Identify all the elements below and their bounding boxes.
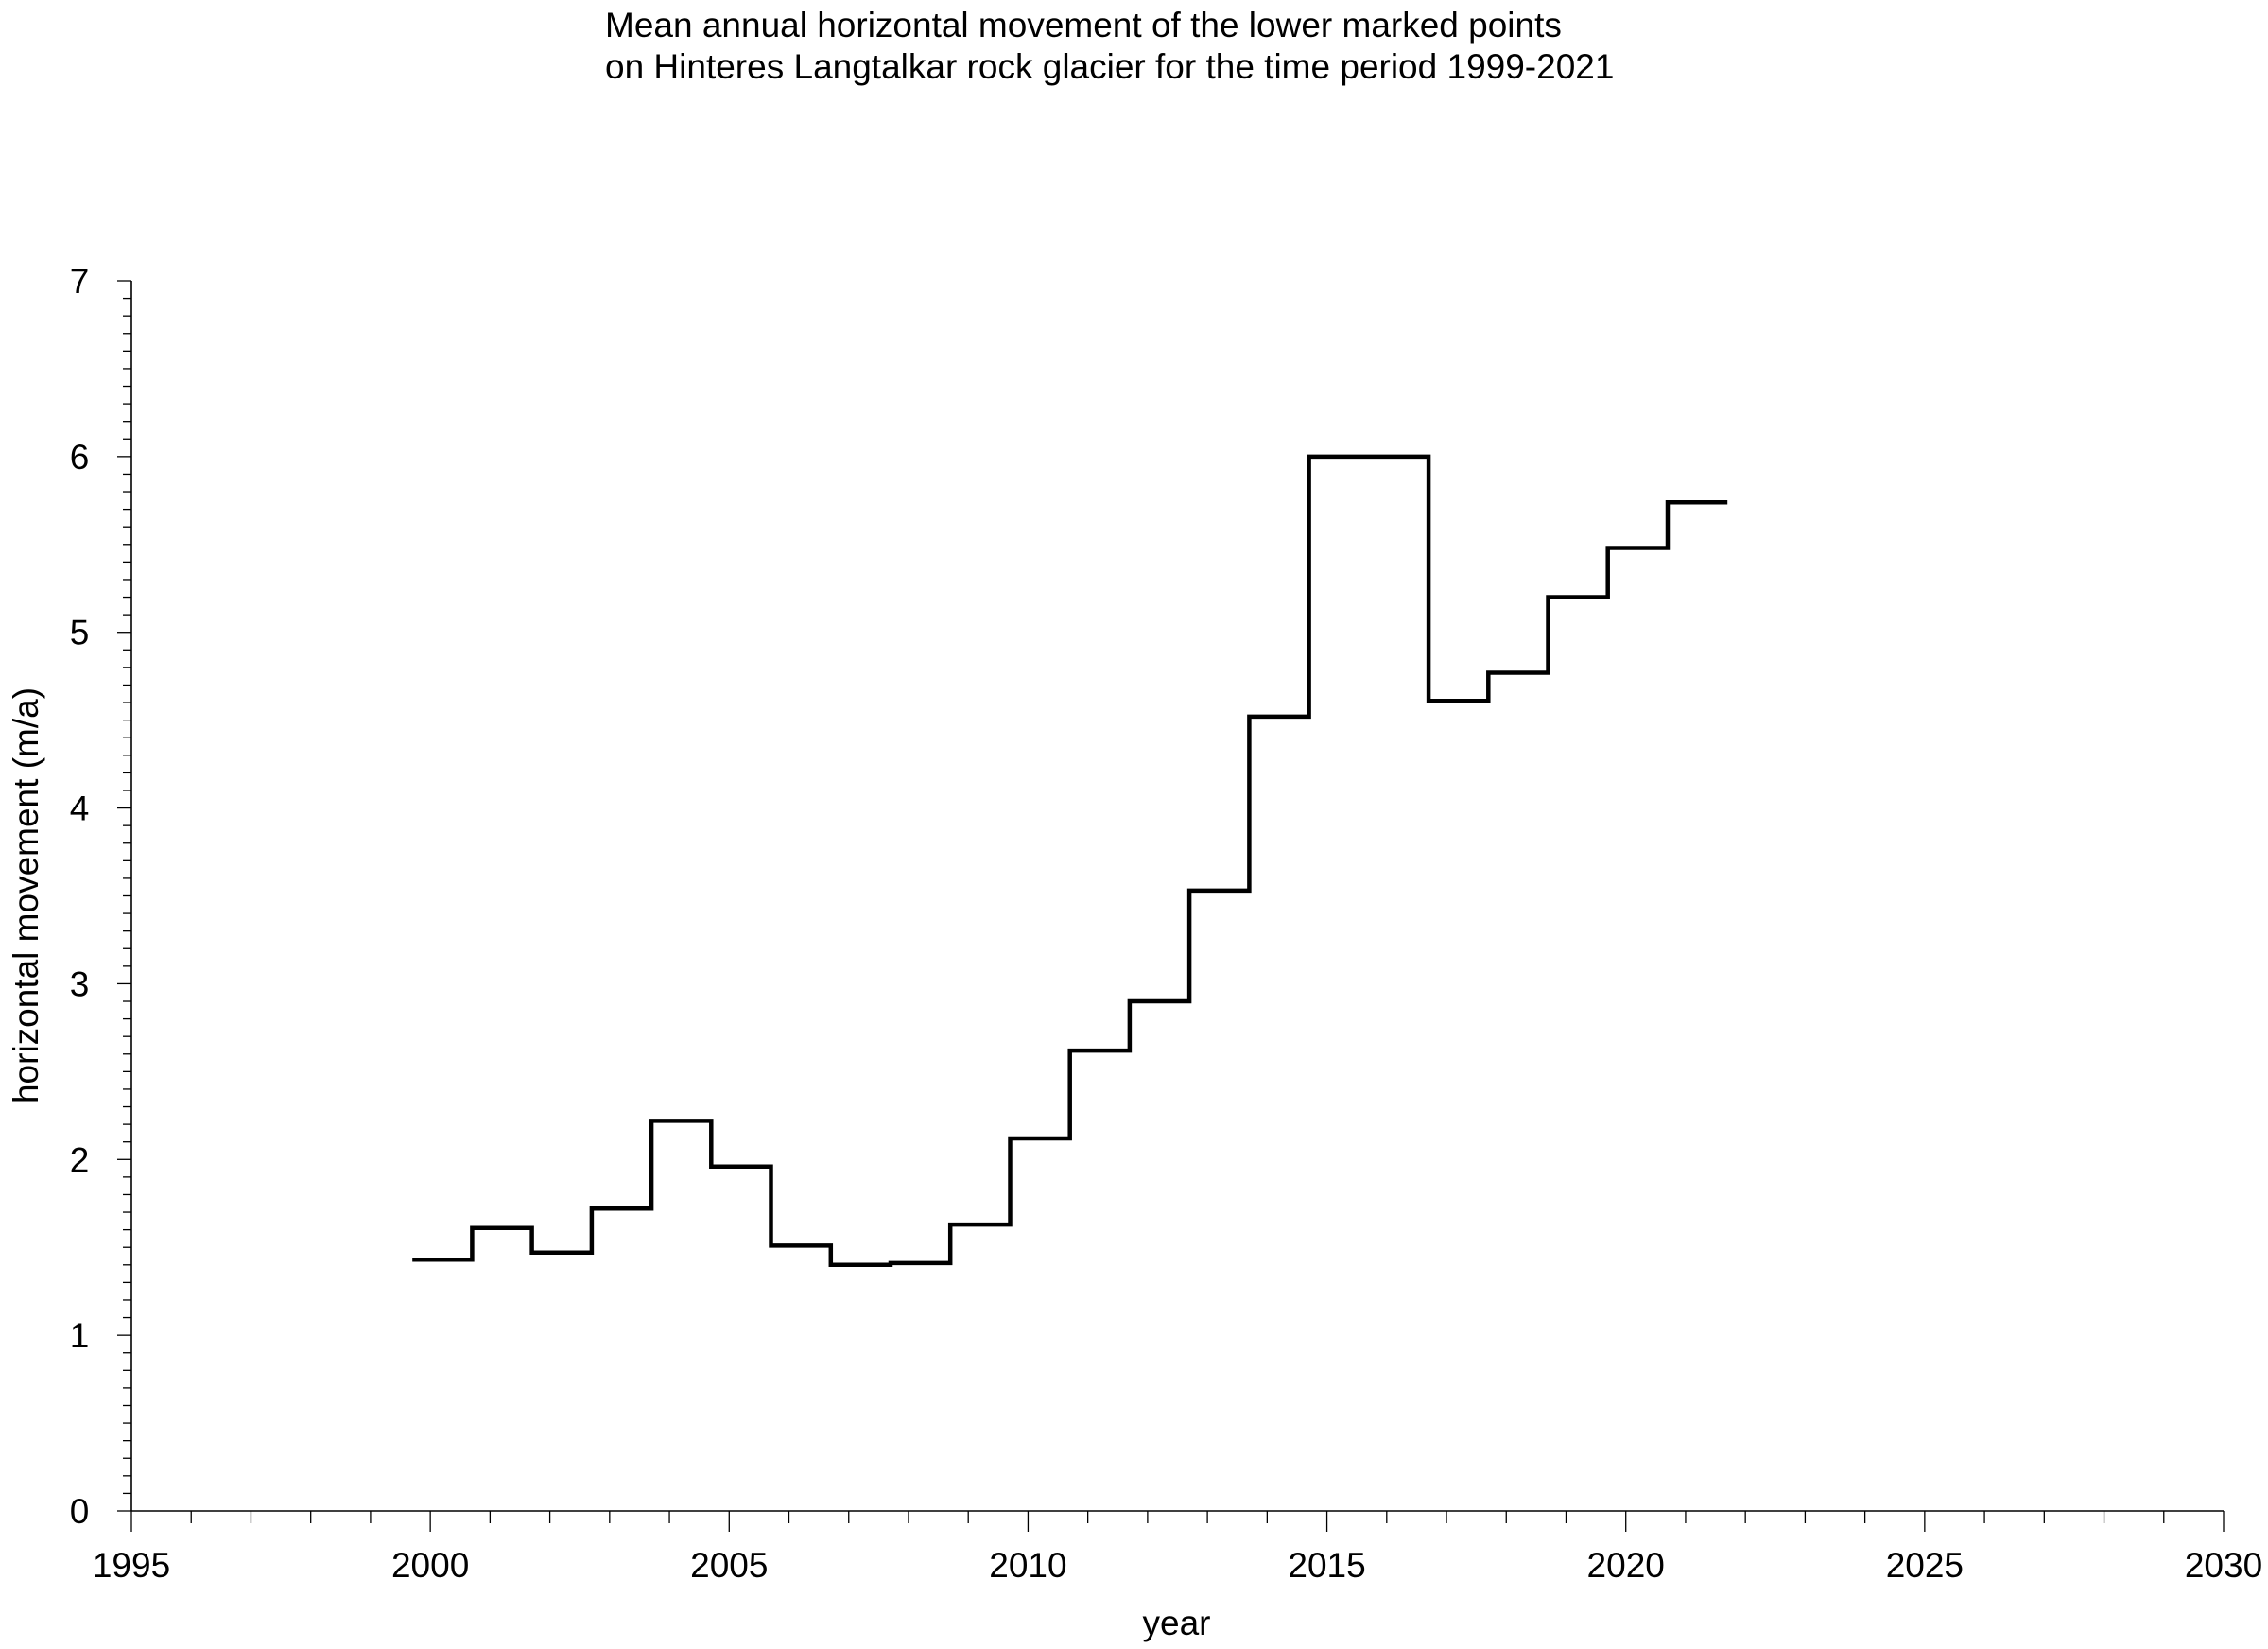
chart-title: Mean annual horizontal movement of the l… [605,6,1562,44]
x-tick-label: 2025 [1886,1546,1964,1585]
x-tick-label: 2030 [2185,1546,2262,1585]
y-tick-label: 4 [70,790,90,828]
x-axis-label-wrap: year [0,1604,2268,1643]
y-axis-label: horizontal movement (m/a) [7,686,45,1104]
y-tick-label: 3 [70,964,90,1003]
tick-labels: 0 1 2 3 4 5 6 7 1995 2000 2005 2010 2015 2020 2025 2030 [70,262,2262,1585]
x-tick-label: 2005 [690,1546,768,1585]
x-tick-label: 2010 [989,1546,1066,1585]
y-tick-label: 6 [70,438,90,477]
x-axis-label: year [1142,1604,1211,1642]
axes [130,281,2224,1512]
series [412,454,1728,1268]
x-tick-label: 1995 [93,1546,170,1585]
ticks [117,280,2225,1532]
x-tick-label: 2020 [1587,1546,1665,1585]
y-tick-label: 1 [70,1316,90,1355]
y-tick-label: 5 [70,614,90,652]
y-tick-label: 0 [70,1492,90,1531]
y-tick-label: 2 [70,1140,90,1179]
x-tick-label: 2015 [1288,1546,1365,1585]
x-tick-label: 2000 [391,1546,469,1585]
chart-subtitle: on Hinteres Langtalkar rock glacier for … [605,47,1615,86]
y-tick-label: 7 [70,262,90,301]
series-line [412,454,1728,1268]
